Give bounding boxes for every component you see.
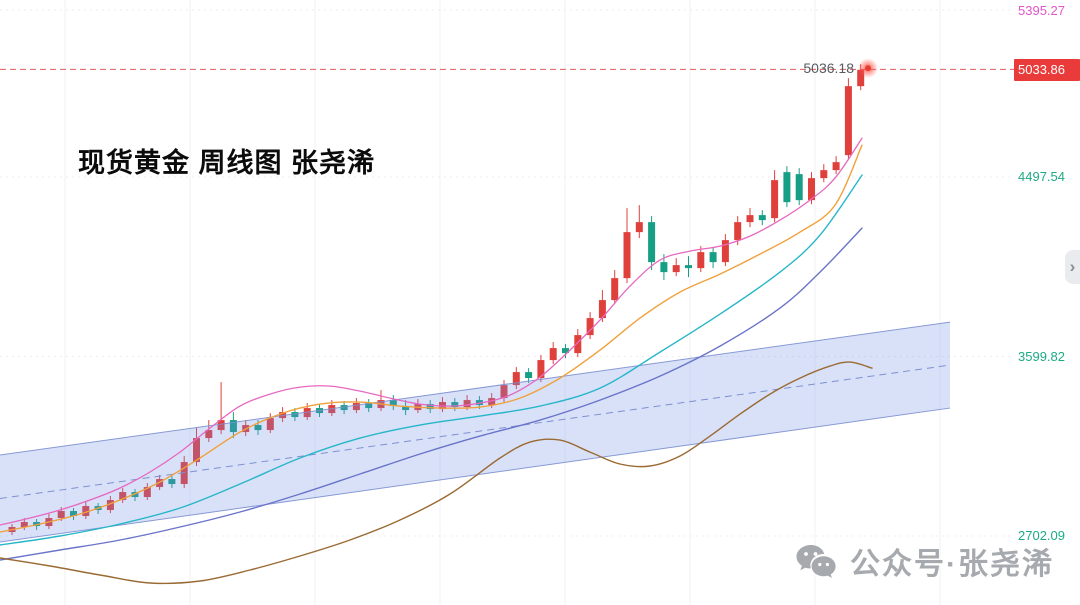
wechat-icon: [794, 542, 840, 580]
chart-title: 现货黄金 周线图 张尧浠: [78, 148, 376, 178]
ma-line-long-brown: [0, 361, 873, 585]
ma-line-fast-orange: [0, 144, 863, 533]
axis-tick-label: 5395.27: [1018, 3, 1065, 18]
ma-lines-layer: [0, 137, 873, 585]
collapse-panel-button[interactable]: ›: [1065, 250, 1080, 284]
grid-layer: [0, 0, 1014, 605]
regression-channel: [0, 321, 951, 543]
last-price-value: 5033.86: [1018, 62, 1065, 78]
watermark: 公众号·张尧浠: [794, 539, 1054, 583]
axis-tick-label: 2702.09: [1018, 528, 1065, 543]
axis-tick-label: 3599.82: [1018, 348, 1065, 364]
ma-line-slow-purple: [0, 227, 863, 561]
price-marker-label: 5036.18: [803, 60, 854, 77]
watermark-text: 公众号·张尧浠: [850, 548, 1054, 581]
price-axis[interactable]: 5033.86 5395.27 4497.54 3599.82 2702.09: [1014, 0, 1080, 605]
ma-line-fast-pink: [0, 137, 863, 526]
chevron-right-icon: ›: [1069, 257, 1076, 276]
axis-tick-label: 4497.54: [1018, 169, 1065, 185]
last-price-box: 5033.86: [1014, 58, 1080, 81]
ma-line-mid-cyan: [0, 174, 863, 546]
